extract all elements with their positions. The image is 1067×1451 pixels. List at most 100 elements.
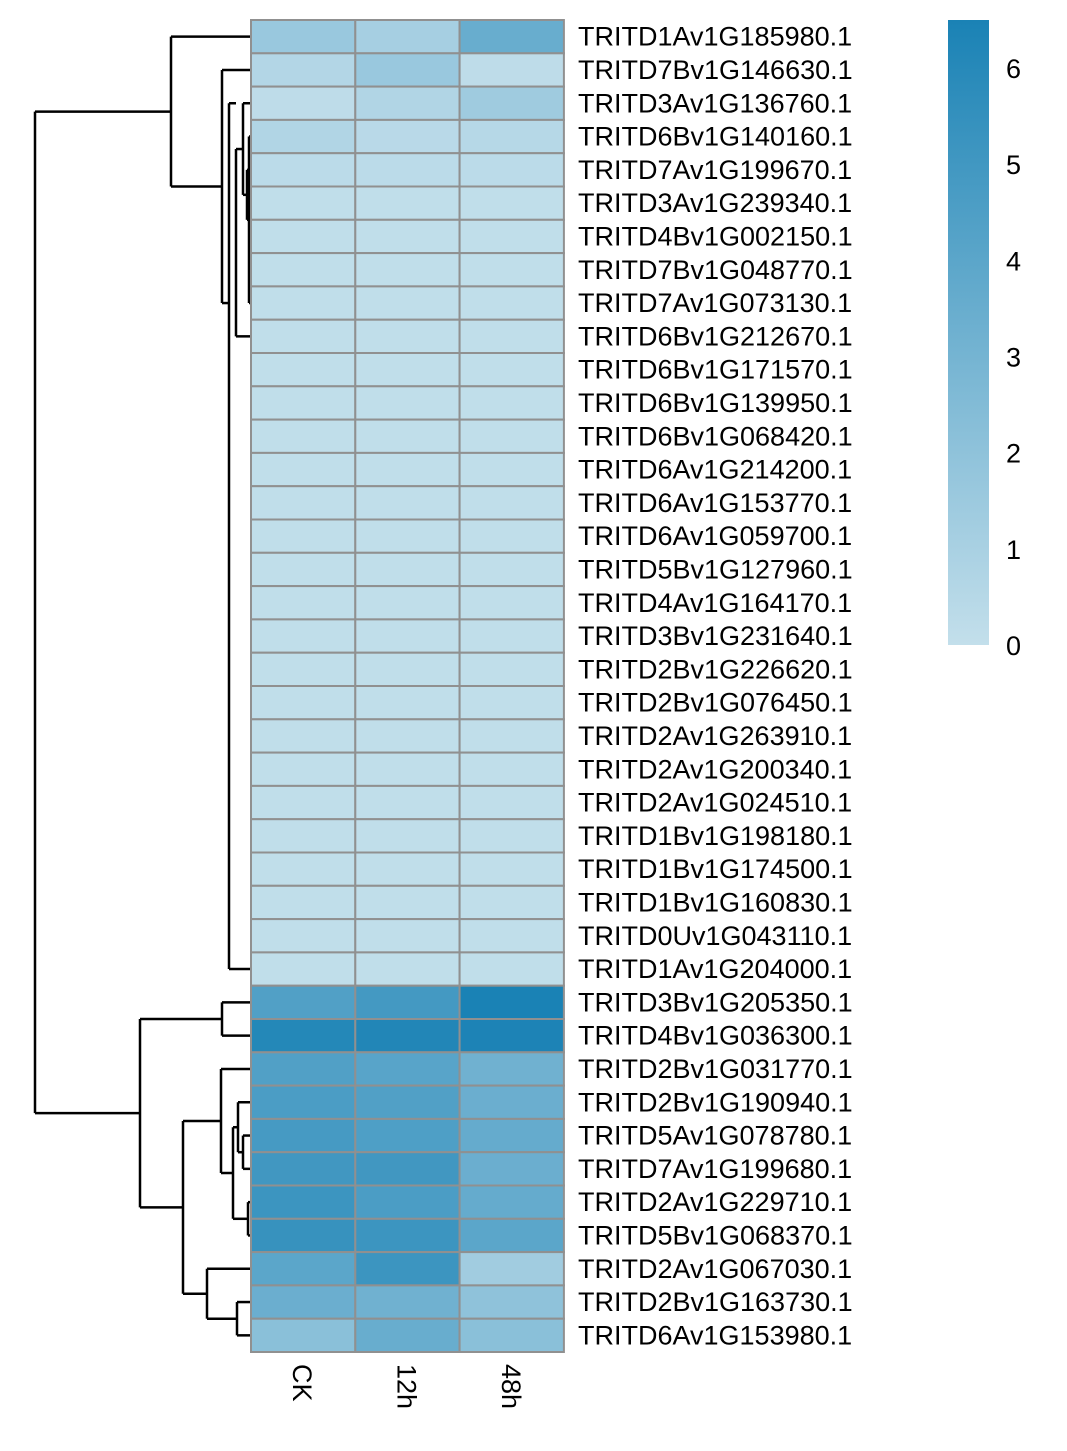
heatmap-cell [458,818,565,854]
heatmap-cell [458,1018,565,1054]
heatmap-cell [458,52,565,88]
row-label: TRITD1Bv1G198180.1 [578,821,853,851]
heatmap-cell [354,185,461,221]
color-scale-tick-label: 5 [1006,150,1021,180]
row-label: TRITD5Bv1G068370.1 [578,1220,853,1250]
heatmap-cell [250,185,357,221]
heatmap-cell [250,718,357,754]
row-label: TRITD6Bv1G140160.1 [578,122,853,152]
heatmap-cell [354,52,461,88]
heatmap-cell [458,118,565,155]
heatmap-cell [354,851,461,887]
heatmap-cell [354,85,461,121]
heatmap-cell [250,485,357,521]
row-label: TRITD2Bv1G076450.1 [578,688,853,718]
heatmap-cell [250,1184,357,1220]
heatmap-cell [354,218,461,255]
row-label: TRITD5Av1G078780.1 [578,1121,852,1151]
row-label: TRITD6Av1G214200.1 [578,455,852,485]
heatmap-cell [458,218,565,255]
heatmap-cell [250,551,357,588]
heatmap-cell [458,1317,565,1353]
row-label: TRITD6Av1G059700.1 [578,521,852,551]
heatmap-cell [354,19,461,55]
heatmap-cell [458,1184,565,1220]
row-label: TRITD6Av1G153980.1 [578,1320,852,1350]
heatmap-cell [458,651,565,688]
row-label: TRITD1Bv1G160830.1 [578,887,853,917]
heatmap-cell [250,651,357,688]
heatmap-cell [458,918,565,954]
heatmap-cell [250,851,357,887]
heatmap-cell [250,1251,357,1287]
heatmap-cell [250,1151,357,1187]
heatmap-cell [354,451,461,488]
heatmap-cell [458,585,565,621]
heatmap-cell [458,285,565,321]
heatmap-cell [458,618,565,654]
heatmap-cell [250,984,357,1021]
row-label: TRITD0Uv1G043110.1 [578,921,852,951]
heatmap-cell [250,1084,357,1120]
heatmap-cell [354,485,461,521]
heatmap-cell [354,751,461,787]
row-label: TRITD6Bv1G068420.1 [578,421,853,451]
heatmap-cell [354,651,461,688]
heatmap-cells [250,19,565,1353]
row-label: TRITD2Av1G263910.1 [578,721,852,751]
heatmap-cell [250,685,357,721]
row-label: TRITD2Av1G067030.1 [578,1254,852,1284]
heatmap-cell [354,252,461,288]
row-label: TRITD4Bv1G036300.1 [578,1021,853,1051]
heatmap-cell [458,685,565,721]
heatmap-cell [354,1051,461,1087]
row-label: TRITD7Av1G199680.1 [578,1154,852,1184]
heatmap-cell [458,252,565,288]
color-scale-tick-label: 6 [1006,54,1021,84]
heatmap-cell [250,252,357,288]
heatmap-cell [354,318,461,355]
heatmap-cell [354,718,461,754]
heatmap-cell [354,352,461,388]
row-label: TRITD4Av1G164170.1 [578,588,852,618]
heatmap-cell [458,19,565,55]
heatmap-cell [250,751,357,787]
heatmap-cell [250,1051,357,1087]
color-scale-tick-label: 2 [1006,439,1021,469]
heatmap-cell [250,218,357,255]
row-labels: TRITD1Av1G185980.1TRITD7Bv1G146630.1TRIT… [578,22,853,1351]
column-labels: CK 12h 48h [287,1364,526,1409]
heatmap-cell [354,1317,461,1353]
heatmap-cell [354,685,461,721]
row-label: TRITD7Av1G199670.1 [578,155,852,185]
row-label: TRITD2Bv1G226620.1 [578,654,853,684]
row-dendrogram [33,35,251,1337]
color-scale-ticks: 0 1 2 3 4 5 6 [1006,54,1021,661]
heatmap-cell [458,152,565,188]
heatmap-cell [354,118,461,155]
row-label: TRITD7Bv1G048770.1 [578,255,853,285]
heatmap-cell [458,1217,565,1254]
heatmap-cell [458,984,565,1021]
heatmap-cell [250,1217,357,1254]
heatmap-cell [250,285,357,321]
heatmap-cell [250,1317,357,1353]
heatmap-cell [250,19,357,55]
heatmap-cell [354,585,461,621]
heatmap-cell [458,1117,565,1154]
heatmap-cell [458,518,565,554]
row-label: TRITD4Bv1G002150.1 [578,221,853,251]
row-label: TRITD2Av1G200340.1 [578,754,852,784]
heatmap-cell [458,451,565,488]
row-label: TRITD2Bv1G190940.1 [578,1087,853,1117]
heatmap-cell [354,385,461,421]
heatmap-cell [458,418,565,454]
color-scale-tick-label: 4 [1006,246,1021,276]
heatmap-cell [354,884,461,921]
heatmap-cell [458,851,565,887]
row-label: TRITD2Bv1G031770.1 [578,1054,853,1084]
row-label: TRITD3Bv1G231640.1 [578,621,853,651]
heatmap-cell [250,85,357,121]
heatmap-cell [354,1084,461,1120]
